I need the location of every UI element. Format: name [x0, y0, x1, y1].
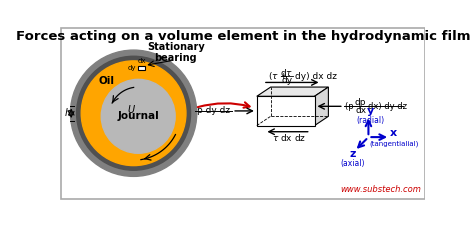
Text: dy) dx dz: dy) dx dz — [294, 72, 337, 81]
Text: dx) dy dz: dx) dy dz — [368, 102, 408, 111]
Text: ($\tau$ +: ($\tau$ + — [267, 70, 288, 82]
Circle shape — [71, 50, 197, 176]
Text: z: z — [349, 149, 356, 159]
Text: Journal: Journal — [118, 111, 159, 121]
Circle shape — [81, 61, 186, 166]
Text: www.substech.com: www.substech.com — [340, 185, 421, 194]
Text: Oil: Oil — [99, 76, 115, 86]
Text: x: x — [390, 128, 397, 138]
Text: (radial): (radial) — [356, 116, 384, 125]
Text: p dy dz: p dy dz — [198, 106, 231, 115]
Text: h: h — [65, 108, 71, 118]
Circle shape — [101, 79, 175, 153]
Text: U: U — [127, 105, 134, 115]
Text: (axial): (axial) — [340, 160, 365, 169]
Text: Forces acting on a volume element in the hydrodynamic film: Forces acting on a volume element in the… — [16, 30, 470, 43]
Text: (tangentialial): (tangentialial) — [369, 141, 419, 147]
Text: Stationary
bearing: Stationary bearing — [147, 42, 205, 63]
Text: dy: dy — [128, 65, 136, 71]
Bar — [138, 65, 145, 70]
Text: dp: dp — [355, 98, 366, 107]
Text: (p +: (p + — [346, 102, 364, 111]
Text: y: y — [366, 106, 374, 116]
Polygon shape — [257, 87, 328, 96]
Circle shape — [77, 56, 191, 170]
Polygon shape — [315, 87, 328, 126]
Polygon shape — [257, 96, 315, 126]
Text: $\tau$ dx dz: $\tau$ dx dz — [272, 132, 306, 143]
Text: dx: dx — [137, 58, 146, 64]
Text: dy: dy — [281, 76, 292, 85]
Text: dx: dx — [355, 106, 366, 115]
Text: d$\tau$: d$\tau$ — [280, 67, 293, 78]
